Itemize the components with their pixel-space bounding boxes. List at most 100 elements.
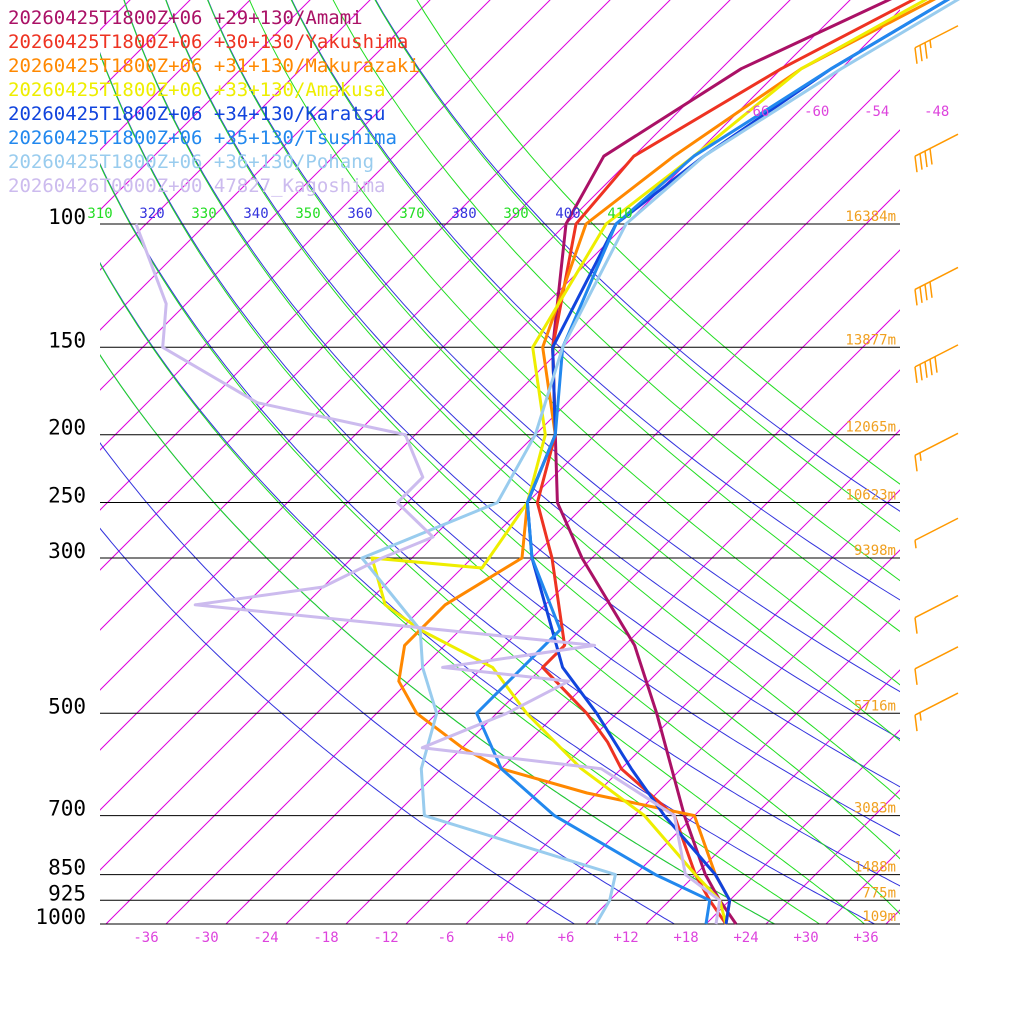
wind-barb	[914, 432, 959, 472]
pressure-label: 200	[48, 416, 86, 440]
legend-entry: 20260425T1800Z+06 +34+130/Karatsu	[8, 103, 386, 125]
grid-layer	[100, 0, 1024, 925]
wind-barb-flag	[929, 281, 933, 298]
theta-label: 410	[607, 206, 632, 222]
series-line	[535, 0, 917, 925]
isotherm-top-label: -60	[804, 104, 829, 120]
isotherm-line	[465, 489, 900, 924]
series-line	[360, 0, 961, 925]
x-tick-label: -36	[133, 930, 158, 946]
isotherm-top-label: -66	[744, 104, 769, 120]
wind-barb	[914, 594, 959, 634]
x-tick-label: -6	[438, 930, 455, 946]
wind-barb-flag	[929, 148, 933, 165]
x-tick-label: -30	[193, 930, 218, 946]
dry-adiabat	[100, 442, 676, 924]
dry-adiabat	[100, 162, 900, 887]
height-label: 109m	[862, 909, 896, 925]
wind-barb	[914, 344, 959, 383]
theta-e-curve	[100, 52, 900, 915]
isotherm-line	[100, 0, 611, 511]
isotherm-line	[1006, 0, 1024, 924]
theta-e-curve	[100, 163, 866, 924]
isotherm-line	[100, 9, 900, 811]
dry-adiabat	[100, 527, 576, 924]
theta-label: 400	[555, 206, 580, 222]
series-layer	[134, 0, 961, 925]
pressure-label: 700	[48, 797, 86, 821]
wind-barb-flag	[919, 45, 923, 62]
x-tick-label: -18	[313, 930, 338, 946]
isotherm-line	[345, 369, 900, 924]
isotherm-line	[405, 429, 900, 924]
theta-e-curve	[374, 0, 900, 533]
wind-barb-flag	[924, 42, 928, 59]
x-tick-label: +30	[793, 930, 818, 946]
isotherm-line	[100, 0, 551, 451]
pressure-label: 1000	[35, 905, 86, 929]
legend-entry: 20260425T1800Z+06 +35+130/Tsushima	[8, 127, 397, 149]
wind-barb-staff	[914, 692, 959, 716]
dry-adiabat	[207, 0, 900, 693]
dry-adiabat	[375, 0, 900, 512]
height-label: 3083m	[854, 801, 896, 817]
legend-entry: 20260426T0000Z+00 47827_Kagoshima	[8, 175, 386, 197]
wind-barb-staff	[914, 517, 959, 541]
legend-entry: 20260425T1800Z+06 +29+130/Amami	[8, 7, 363, 29]
theta-e-curve	[165, 0, 900, 800]
isotherm-line	[100, 0, 371, 271]
isotherm-line	[946, 0, 1024, 924]
wind-barb-flag	[929, 359, 933, 376]
wind-barb	[914, 517, 959, 549]
x-tick-label: -12	[373, 930, 398, 946]
isotherm-line	[100, 0, 491, 391]
theta-label: 380	[451, 206, 476, 222]
pressure-label: 250	[48, 484, 86, 508]
isotherm-top-label: -54	[864, 104, 889, 120]
wind-barb-staff	[914, 25, 959, 49]
series-line	[134, 223, 722, 925]
legend-entry: 20260425T1800Z+06 +33+130/Amakusa	[8, 79, 386, 101]
theta-e-curve	[332, 0, 900, 582]
x-tick-label: +12	[613, 930, 638, 946]
theta-label: 320	[139, 206, 164, 222]
wind-barb-flag	[919, 153, 923, 170]
wind-barb-staff	[914, 344, 959, 368]
isotherm-line	[225, 249, 900, 924]
isotherm-line	[525, 549, 900, 924]
isotherm-line	[100, 0, 431, 331]
wind-barb-flag	[924, 361, 928, 378]
wind-barb-flag	[914, 366, 918, 383]
wind-barb-layer	[914, 25, 959, 732]
wind-barb-flag	[914, 668, 918, 685]
isotherm-line	[705, 729, 900, 924]
theta-e-curve	[207, 0, 900, 742]
height-label: 10623m	[845, 488, 896, 504]
isotherms	[100, 0, 1024, 924]
wind-barb-flag	[914, 455, 918, 472]
pressure-label: 925	[48, 881, 86, 905]
isotherm-line	[100, 0, 791, 691]
pressure-label: 300	[48, 539, 86, 563]
theta-label: 350	[295, 206, 320, 222]
isotherm-line	[585, 609, 900, 924]
wind-barb-staff	[914, 432, 959, 456]
theta-label: 390	[503, 206, 528, 222]
wind-barb-flag	[924, 150, 928, 168]
height-label: 5716m	[854, 698, 896, 714]
wind-barb-staff	[914, 646, 959, 670]
isotherm-line	[100, 69, 900, 871]
legend: 20260425T1800Z+06 +29+130/Amami 20260425T…	[8, 7, 420, 197]
wind-barb-flag	[914, 289, 918, 306]
x-tick-label: +36	[853, 930, 878, 946]
theta-e-curve	[248, 0, 900, 686]
wind-barb-half	[919, 712, 922, 721]
wind-barb	[914, 266, 959, 306]
legend-entry: 20260425T1800Z+06 +31+130/Makurazaki	[8, 55, 420, 77]
isotherm-line	[100, 0, 851, 751]
theta-label: 360	[347, 206, 372, 222]
wind-barb-flag	[914, 47, 918, 64]
isotherm-line	[825, 849, 900, 924]
isotherm-line	[165, 189, 900, 924]
